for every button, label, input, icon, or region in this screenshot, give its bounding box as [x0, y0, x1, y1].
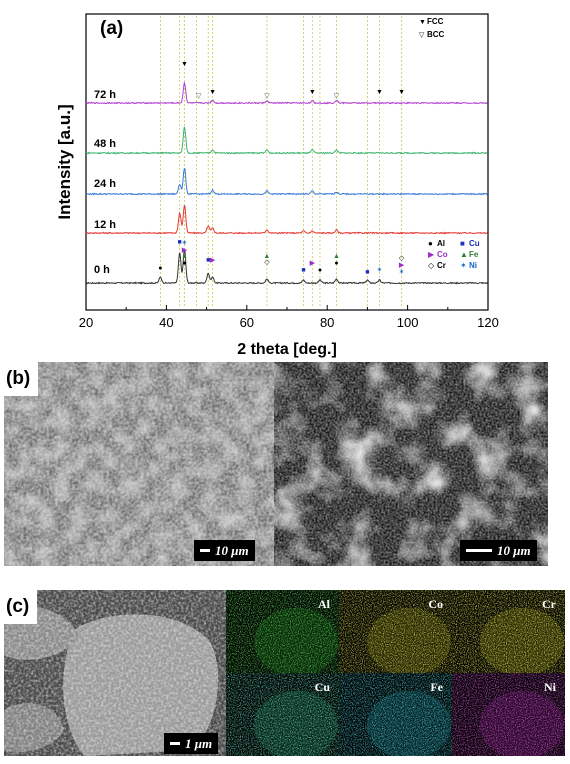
- scale-bar-right-text: 10 μm: [497, 542, 531, 558]
- element-legend-symbol-Al: ●: [428, 239, 433, 248]
- element-legend-symbol-Cr: ◇: [428, 261, 435, 270]
- series-label-72h: 72 h: [94, 89, 116, 101]
- eds-map-cu: Cu: [226, 673, 339, 756]
- phase-legend-label-0: FCC: [427, 17, 444, 26]
- series-label-12h: 12 h: [94, 219, 116, 231]
- peak-markers: ▼▼ ▼ ▼ ▼▽ ▽ ▽●■ ✶▶▲● ■ ▶▲◇■▶●▲●■ ✶◇▶✶: [158, 61, 405, 276]
- element-marker-0: ●: [158, 265, 162, 272]
- panel-label-a: (a): [100, 18, 124, 39]
- element-legend-symbol-Fe: ▲: [460, 250, 468, 259]
- eds-map-label-fe: Fe: [430, 680, 443, 694]
- element-marker-11: ▶: [310, 260, 316, 267]
- series-line-48h: [85, 126, 488, 155]
- series-line-0h: [86, 248, 488, 285]
- xrd-chart: 0 h12 h24 h48 h72 h ▼▼ ▼ ▼ ▼▽ ▽ ▽●■ ✶▶▲● ■ ▶▲◇■▶…: [55, 13, 499, 358]
- scale-bar-left: 10 μm: [194, 540, 255, 561]
- element-legend: ● Al ■ Cu ▶ Co ▲ Fe ◇ Cr ✶ Ni: [428, 239, 480, 270]
- x-tick-label-100: 100: [397, 315, 419, 330]
- element-marker-15: ■: [365, 269, 369, 276]
- bcc-marker-2: ▽: [334, 93, 340, 100]
- element-marker-10: ■: [301, 267, 305, 274]
- scale-bar-right-line: [466, 549, 492, 552]
- element-legend-label-Ni: Ni: [469, 261, 477, 270]
- element-marker-3: ▶: [182, 247, 188, 254]
- series-line-12h: [85, 204, 488, 235]
- eds-map-label-ni: Ni: [544, 680, 556, 694]
- element-marker-4: ▲: [181, 253, 188, 260]
- fcc-marker-2: ▼: [309, 89, 316, 96]
- sem-image-right: [274, 362, 548, 566]
- panel-label-b-text: (b): [6, 368, 31, 389]
- series-label-0h: 0 h: [94, 264, 110, 276]
- element-marker-8: ▲: [263, 253, 270, 260]
- element-legend-label-Al: Al: [437, 239, 445, 248]
- bcc-marker-0: ▽: [196, 93, 202, 100]
- reference-lines: [159, 16, 402, 308]
- element-legend-label-Co: Co: [437, 250, 448, 259]
- series-group: 0 h 12 h 24 h 48 h 72 h: [85, 81, 488, 285]
- element-marker-6: ■: [206, 257, 210, 264]
- sem-image-left: [4, 362, 274, 566]
- fcc-marker-4: ▼: [398, 89, 405, 96]
- series-line-24h: [85, 168, 488, 196]
- element-legend-symbol-Cu: ■: [460, 239, 465, 248]
- eds-map-label-al: Al: [318, 597, 330, 611]
- eds-map-label-co: Co: [428, 597, 443, 611]
- eds-map-al: Al: [226, 590, 339, 673]
- element-marker-14: ●: [334, 260, 338, 267]
- phase-legend-symbol-0: ▼: [419, 19, 426, 26]
- x-tick-label-40: 40: [159, 315, 173, 330]
- series-line-72h: [85, 81, 488, 105]
- eds-map-cr: Cr: [452, 590, 565, 673]
- element-marker-2: ✶: [182, 239, 188, 247]
- element-legend-symbol-Ni: ✶: [460, 261, 467, 270]
- x-axis-ticks: 20 40 60 80 100 120: [79, 305, 499, 330]
- series-label-48h: 48 h: [94, 138, 116, 150]
- element-legend-label-Cu: Cu: [469, 239, 480, 248]
- scale-bar-left-text: 10 μm: [215, 542, 249, 558]
- x-tick-label-120: 120: [477, 315, 499, 330]
- eds-map-ni: Ni: [452, 673, 565, 756]
- element-legend-label-Cr: Cr: [437, 261, 446, 270]
- element-marker-19: ✶: [399, 268, 405, 276]
- element-marker-16: ✶: [377, 266, 383, 274]
- x-tick-label-20: 20: [79, 315, 93, 330]
- phase-legend-label-1: BCC: [427, 30, 445, 39]
- fcc-marker-3: ▼: [376, 89, 383, 96]
- element-legend-label-Fe: Fe: [469, 250, 479, 259]
- eds-map-label-cr: Cr: [542, 597, 556, 611]
- scale-bar-particle: 1 μm: [164, 733, 219, 754]
- element-marker-17: ◇: [399, 255, 405, 262]
- eds-map-label-cu: Cu: [314, 680, 330, 694]
- element-marker-9: ◇: [264, 259, 270, 266]
- panel-label-b: (b): [0, 362, 39, 396]
- sem-particle-image: [4, 590, 226, 756]
- element-marker-5: ●: [182, 260, 186, 267]
- phase-legend: ▼ FCC▽ BCC: [419, 17, 445, 39]
- element-marker-18: ▶: [399, 262, 405, 269]
- eds-map-fe: Fe: [339, 673, 452, 756]
- element-marker-7: ▶: [210, 257, 216, 264]
- element-legend-symbol-Co: ▶: [428, 250, 435, 259]
- x-tick-label-80: 80: [320, 315, 334, 330]
- panel-label-c-text: (c): [6, 596, 30, 617]
- element-marker-12: ●: [318, 267, 322, 274]
- scale-bar-particle-text: 1 μm: [185, 735, 213, 751]
- element-marker-13: ▲: [333, 253, 340, 260]
- scale-bar-left-line: [200, 549, 210, 552]
- y-axis-label: Intensity [a.u.]: [55, 104, 74, 219]
- x-tick-label-60: 60: [240, 315, 254, 330]
- fcc-marker-1: ▼: [209, 89, 216, 96]
- scale-bar-particle-line: [170, 742, 180, 745]
- bcc-marker-1: ▽: [264, 93, 270, 100]
- series-label-24h: 24 h: [94, 178, 116, 190]
- phase-legend-symbol-1: ▽: [419, 32, 425, 39]
- scale-bar-right: 10 μm: [460, 540, 537, 561]
- x-axis-label: 2 theta [deg.]: [237, 341, 337, 358]
- panel-label-c: (c): [0, 590, 38, 624]
- element-marker-1: ■: [178, 239, 182, 246]
- fcc-marker-0: ▼: [181, 61, 188, 68]
- eds-map-co: Co: [339, 590, 452, 673]
